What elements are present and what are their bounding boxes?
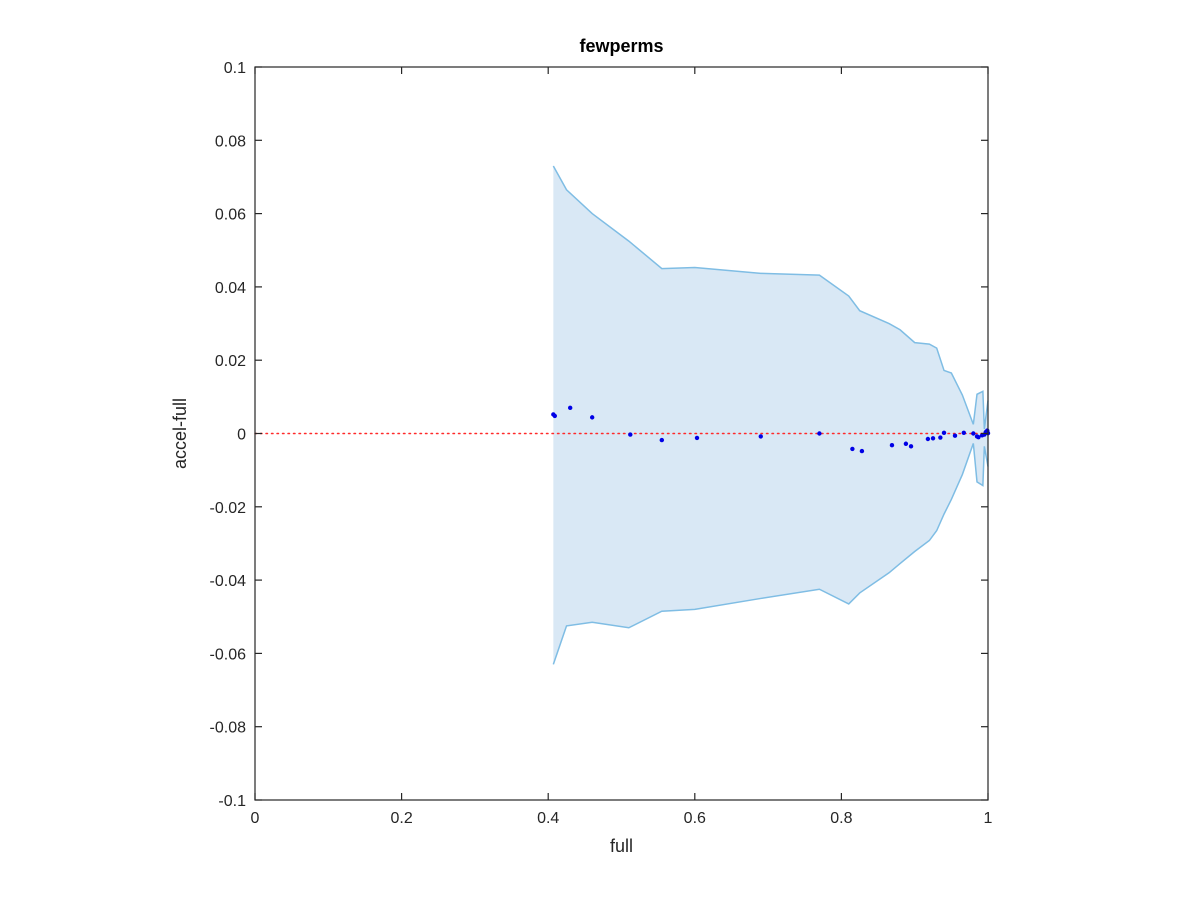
data-point — [941, 430, 947, 435]
data-point — [925, 436, 931, 442]
y-tick-label: -0.04 — [210, 573, 247, 590]
chart-title: fewperms — [579, 36, 663, 56]
data-point — [908, 444, 914, 449]
data-point — [850, 446, 855, 452]
data-point — [952, 433, 958, 438]
data-point — [930, 436, 936, 441]
y-ticks: -0.1 -0.08 -0.06 -0.04 -0.02 0 0.02 0.04 0.06 0.0… — [210, 60, 988, 810]
data-point — [938, 435, 943, 440]
data-point — [758, 434, 763, 439]
data-point — [859, 448, 865, 454]
y-axis-label: accel-full — [170, 398, 190, 469]
y-tick-label: -0.1 — [218, 793, 246, 810]
y-tick-label: 0.1 — [224, 60, 246, 77]
data-point — [589, 415, 595, 420]
data-point — [976, 434, 981, 440]
data-point — [889, 443, 895, 448]
x-tick-label: 0.6 — [684, 810, 706, 827]
data-point — [817, 431, 822, 436]
band-upper-line — [552, 165, 989, 430]
y-tick-label: -0.02 — [210, 500, 247, 517]
x-tick-label: 1 — [984, 810, 993, 827]
data-point — [961, 430, 967, 435]
x-tick-label: 0.8 — [830, 810, 852, 827]
y-tick-label: -0.06 — [210, 646, 247, 663]
x-tick-label: 0 — [251, 810, 260, 827]
band-layer — [552, 165, 989, 665]
data-point — [552, 413, 557, 419]
y-tick-label: 0.08 — [215, 133, 246, 150]
x-tick-label: 0.4 — [537, 810, 559, 827]
x-axis-label: full — [610, 836, 633, 856]
band-lower-line — [552, 443, 989, 665]
y-tick-label: 0.02 — [215, 353, 246, 370]
x-ticks: 0 0.2 0.4 0.6 0.8 1 — [251, 67, 993, 827]
x-tick-label: 0.2 — [390, 810, 412, 827]
y-tick-label: 0.06 — [215, 207, 246, 224]
data-point — [659, 437, 665, 443]
data-point — [694, 435, 700, 441]
data-point — [903, 441, 909, 446]
y-tick-label: 0.04 — [215, 280, 246, 297]
data-point — [628, 432, 633, 437]
data-point — [567, 405, 573, 411]
y-tick-label: 0 — [237, 427, 246, 444]
band-fill — [553, 165, 988, 665]
data-point — [971, 431, 976, 436]
y-tick-label: -0.08 — [210, 720, 247, 737]
